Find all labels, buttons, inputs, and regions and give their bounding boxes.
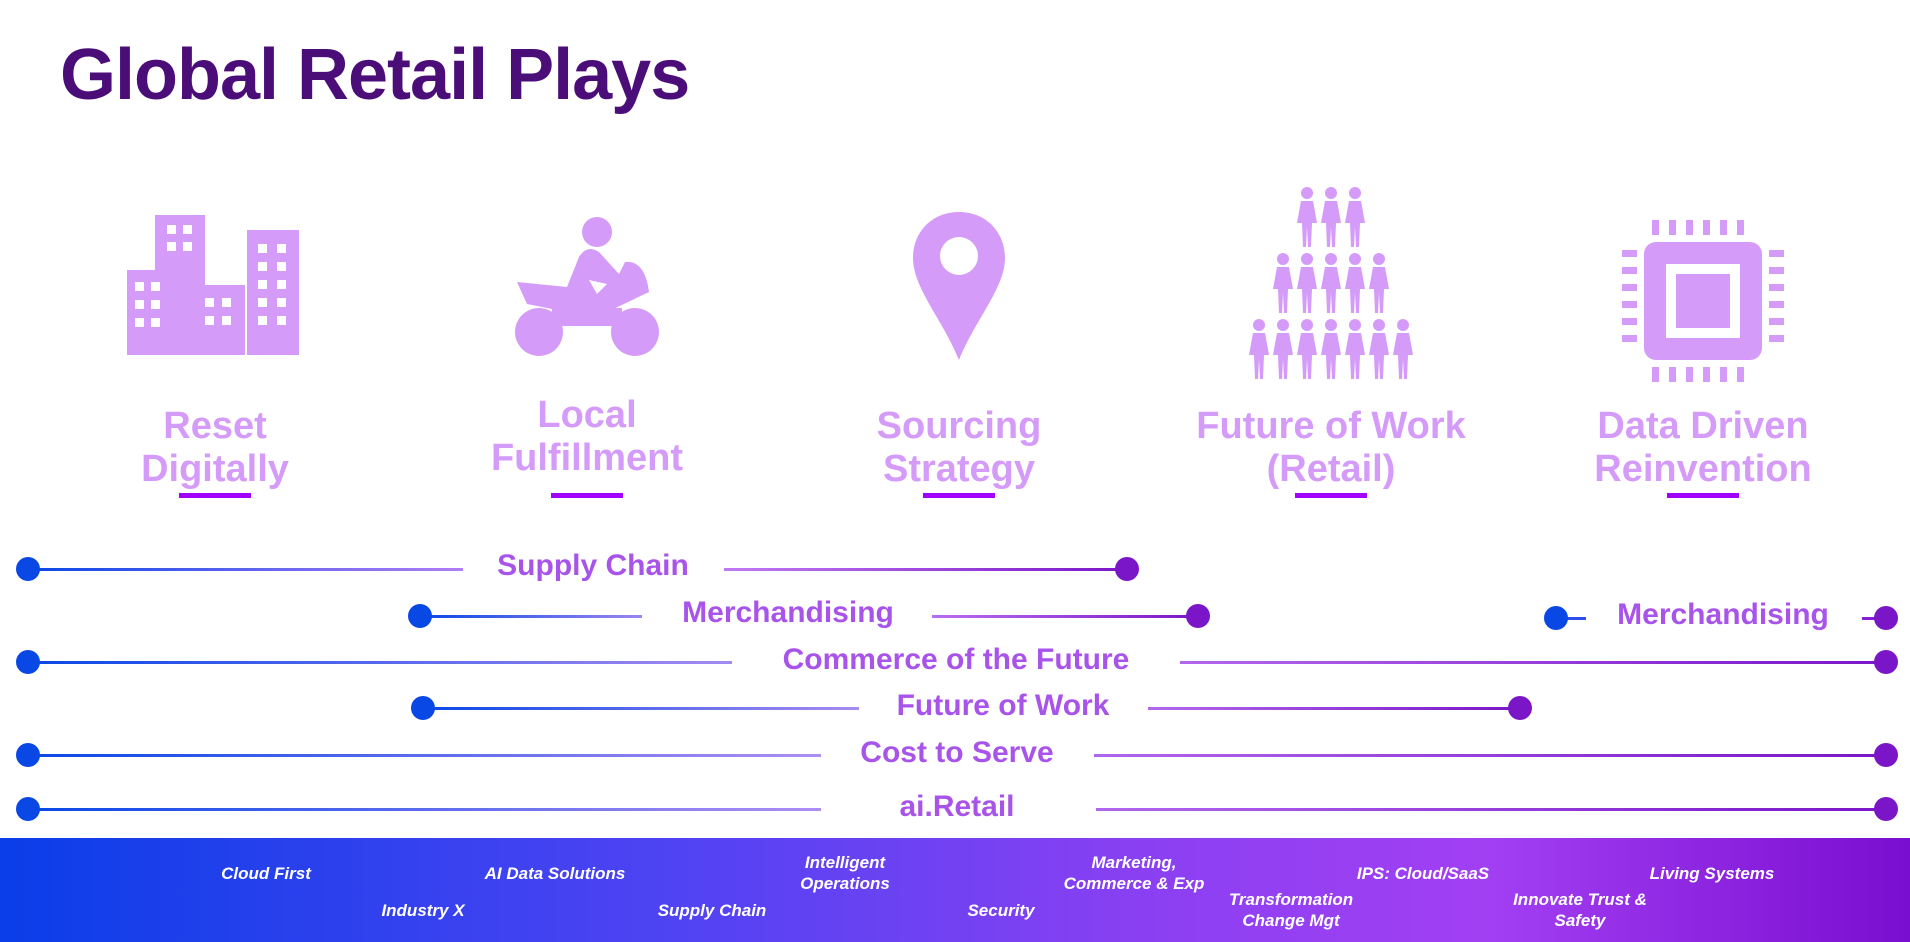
track-line-left — [1556, 617, 1586, 620]
capability-supply-chain: Supply Chain — [657, 901, 767, 920]
track-end-dot — [1115, 557, 1139, 581]
track-line-right — [724, 568, 1127, 571]
capability-security: Security — [967, 901, 1035, 920]
play-label: Future of Work (Retail) — [1196, 405, 1466, 490]
track-label: Merchandising — [1605, 598, 1841, 632]
track-line-left — [28, 754, 821, 757]
people-pyramid-icon — [1249, 187, 1413, 379]
play-label: Reset Digitally — [141, 405, 289, 490]
track-line-right — [1094, 754, 1886, 757]
play-underline — [1295, 493, 1367, 498]
track-end-dot — [1874, 743, 1898, 767]
capability-living-systems: Living Systems — [1649, 864, 1775, 883]
page-title: Global Retail Plays — [60, 35, 690, 115]
track-label: Commerce of the Future — [770, 643, 1142, 677]
play-label: Sourcing Strategy — [876, 405, 1042, 490]
track-line-left — [28, 568, 463, 571]
cpu-chip-icon — [1622, 220, 1784, 382]
track-line-left — [423, 707, 859, 710]
track-start-dot — [16, 743, 40, 767]
track-line-left — [420, 615, 642, 618]
track-label: Cost to Serve — [848, 736, 1066, 770]
play-label: Local Fulfillment — [490, 394, 684, 479]
capability-transformation-change-mgt: Transformation Change Mgt — [1228, 890, 1354, 930]
track-label: ai.Retail — [887, 790, 1027, 824]
track-start-dot — [16, 557, 40, 581]
track-end-dot — [1874, 606, 1898, 630]
play-underline — [179, 493, 251, 498]
capability-industry-x: Industry X — [381, 901, 465, 920]
capability-innovate-trust-safety: Innovate Trust & Safety — [1513, 890, 1647, 930]
track-label: Supply Chain — [485, 549, 701, 583]
track-end-dot — [1508, 696, 1532, 720]
play-data-driven-reinvention: Data Driven Reinvention — [1543, 200, 1863, 500]
track-line-right — [1148, 707, 1520, 710]
track-line-right — [1180, 661, 1886, 664]
play-sourcing-strategy: Sourcing Strategy — [799, 200, 1119, 500]
capability-ai-data-solutions: AI Data Solutions — [484, 864, 626, 883]
track-end-dot — [1874, 797, 1898, 821]
track-end-dot — [1874, 650, 1898, 674]
track-start-dot — [16, 797, 40, 821]
play-reset-digitally: Reset Digitally — [55, 200, 375, 500]
capability-marketing-commerce-exp: Marketing, Commerce & Exp — [1063, 853, 1205, 893]
play-underline — [1667, 493, 1739, 498]
track-label: Future of Work — [884, 689, 1122, 723]
capability-cloud-first: Cloud First — [221, 864, 311, 883]
track-line-left — [28, 808, 821, 811]
capability-ips-cloud-saas: IPS: Cloud/SaaS — [1356, 864, 1490, 883]
capabilities-band: Cloud First Industry X AI Data Solutions… — [0, 838, 1910, 942]
map-pin-icon — [913, 212, 1005, 360]
track-start-dot — [411, 696, 435, 720]
motorcycle-rider-icon — [515, 217, 659, 356]
play-future-of-work-retail: Future of Work (Retail) — [1171, 185, 1491, 500]
track-end-dot — [1186, 604, 1210, 628]
capability-intelligent-operations: Intelligent Operations — [800, 853, 890, 893]
play-label: Data Driven Reinvention — [1594, 405, 1812, 490]
track-line-right — [1096, 808, 1886, 811]
track-label: Merchandising — [670, 596, 906, 630]
track-line-right — [932, 615, 1198, 618]
track-start-dot — [1544, 606, 1568, 630]
play-local-fulfillment: Local Fulfillment — [427, 200, 747, 500]
track-start-dot — [16, 650, 40, 674]
buildings-icon — [127, 215, 299, 355]
track-line-left — [28, 661, 732, 664]
track-start-dot — [408, 604, 432, 628]
play-underline — [923, 493, 995, 498]
play-underline — [551, 493, 623, 498]
